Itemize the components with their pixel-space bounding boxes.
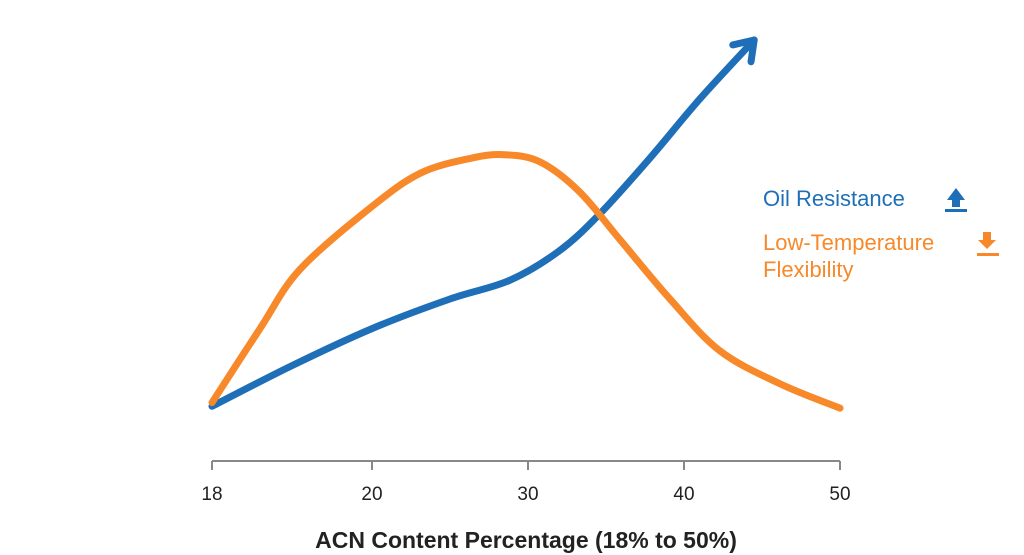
legend-low-temp-line1: Low-Temperature xyxy=(763,230,934,255)
x-tick-label: 20 xyxy=(361,484,382,505)
x-tick-label: 40 xyxy=(673,484,694,505)
x-tick-label: 18 xyxy=(201,484,222,505)
arrowhead-icon xyxy=(729,36,758,66)
x-axis-label: ACN Content Percentage (18% to 50%) xyxy=(315,527,737,553)
legend: Oil Resistance Low-Temperature Flexibili… xyxy=(763,186,999,282)
arrow-down-icon xyxy=(977,232,999,256)
legend-oil-resistance: Oil Resistance xyxy=(763,186,905,211)
arrow-up-icon xyxy=(945,188,967,212)
legend-low-temp-line2: Flexibility xyxy=(763,257,853,282)
low-temperature-flexibility-line xyxy=(208,151,844,412)
x-tick-label: 50 xyxy=(829,484,850,505)
oil-resistance-line xyxy=(208,36,758,410)
x-tick-label: 30 xyxy=(517,484,538,505)
